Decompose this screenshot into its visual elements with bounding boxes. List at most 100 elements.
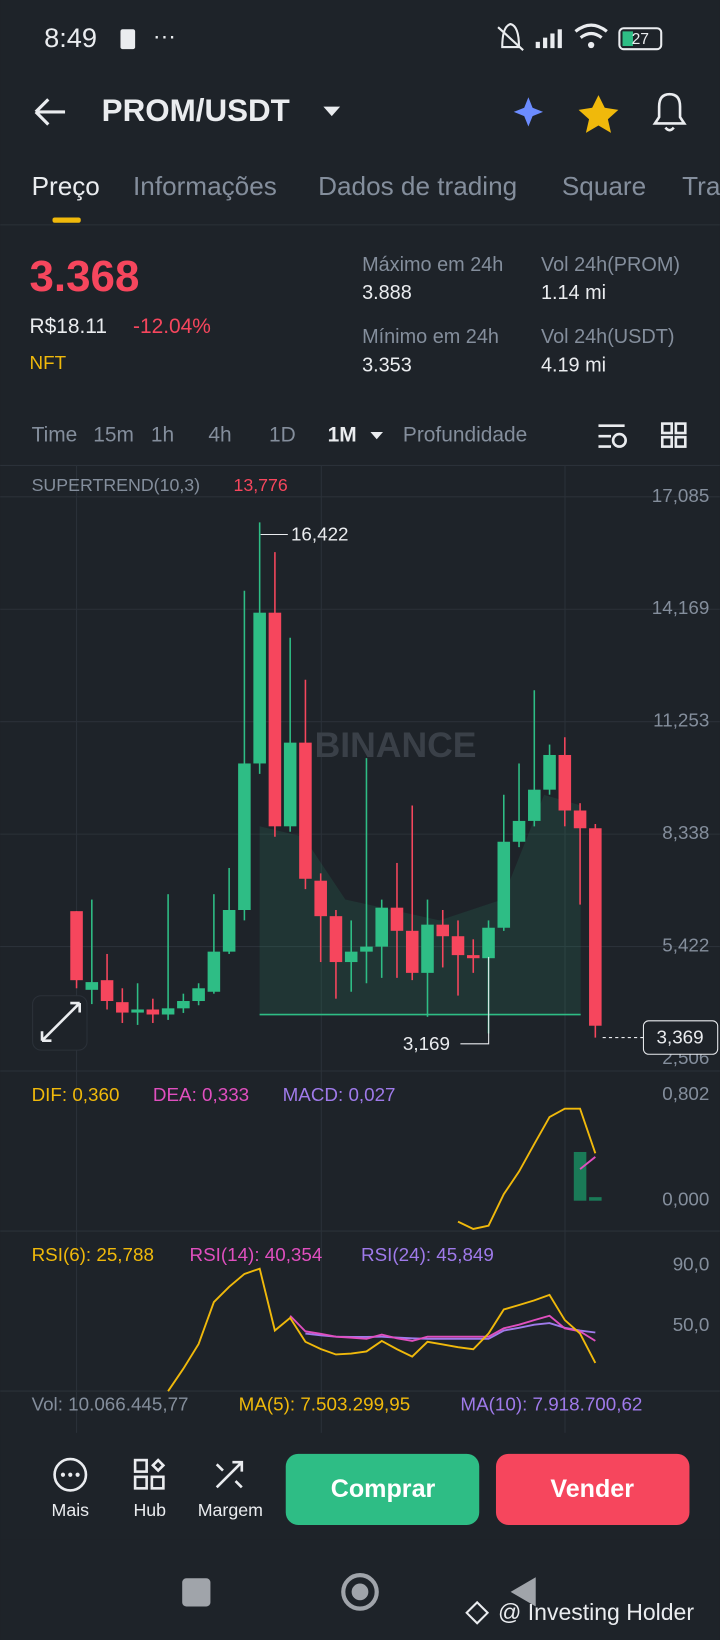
tab[interactable]: Preço xyxy=(32,171,100,201)
battery-text: 27 xyxy=(632,31,649,48)
fiat-price: R$18.11 xyxy=(29,315,107,338)
nav-icons[interactable] xyxy=(53,1457,244,1492)
ma5-label: MA(5): 7.503.299,95 xyxy=(239,1394,411,1415)
candle-body xyxy=(314,880,327,917)
dea-line xyxy=(579,1156,596,1170)
candle-body xyxy=(390,907,404,931)
stat-value: 4.19 mi xyxy=(541,354,606,376)
candle-body xyxy=(589,828,602,1026)
logo xyxy=(465,1600,490,1625)
back-nav[interactable] xyxy=(510,1577,536,1607)
candle-body xyxy=(436,924,450,937)
stat-label: Vol 24h(USDT) xyxy=(541,326,675,348)
candle-body xyxy=(131,1009,144,1013)
buy-button[interactable] xyxy=(285,1453,480,1525)
candle-body xyxy=(299,742,312,879)
icon xyxy=(120,29,136,50)
stat-value: 3.888 xyxy=(362,282,412,304)
macd-label: MACD: 0,027 xyxy=(283,1084,396,1105)
candle-body xyxy=(283,742,297,827)
last-price-label: 3,369 xyxy=(657,1027,704,1048)
candle-body xyxy=(405,930,419,973)
candle-body xyxy=(238,763,251,910)
back-button[interactable] xyxy=(34,98,66,126)
battery-level xyxy=(622,31,633,47)
y-tick-label: 17,085 xyxy=(652,485,710,506)
candle-body xyxy=(482,927,495,959)
candle-body xyxy=(161,1008,175,1015)
settings-button[interactable] xyxy=(598,424,627,448)
ai-button[interactable] xyxy=(513,97,544,127)
dropdown-icon[interactable] xyxy=(370,431,384,440)
candle-body xyxy=(100,980,114,1002)
candle-body xyxy=(421,924,434,973)
favorite-button[interactable] xyxy=(578,95,619,133)
low-label: 3,169 xyxy=(403,1033,450,1054)
interval[interactable]: 1h xyxy=(151,424,174,447)
candle-body xyxy=(512,820,526,842)
volume-label: Vol: 10.066.445,77 xyxy=(32,1394,189,1415)
candle-body xyxy=(268,612,282,827)
sell-label[interactable]: Vender xyxy=(550,1475,634,1503)
interval[interactable]: 4h xyxy=(208,424,231,447)
rsi24-label: RSI(24): 45,849 xyxy=(361,1244,494,1265)
sell-button[interactable] xyxy=(495,1453,690,1525)
last-price: 3.368 xyxy=(29,252,139,301)
interval[interactable]: Time xyxy=(32,424,78,447)
dea-label: DEA: 0,333 xyxy=(153,1084,249,1105)
y-tick-label: 14,169 xyxy=(652,597,710,618)
indicator-value: 13,776 xyxy=(233,475,287,495)
tab[interactable]: Tra xyxy=(682,171,720,201)
candle-body xyxy=(192,988,205,1002)
home-button[interactable] xyxy=(351,1583,369,1601)
candle-body xyxy=(375,907,388,947)
tab[interactable]: Informações xyxy=(133,171,277,201)
icon[interactable] xyxy=(40,1001,82,1042)
candle-body xyxy=(344,951,358,963)
interval[interactable]: 1D xyxy=(269,424,296,447)
y-tick-label: 90,0 xyxy=(673,1254,710,1275)
candle-body xyxy=(329,916,343,963)
tab[interactable]: Square xyxy=(562,171,646,201)
dif-line xyxy=(457,1107,597,1230)
nav-label[interactable]: Mais xyxy=(52,1500,90,1520)
icon: ··· xyxy=(153,23,176,49)
candle-body xyxy=(177,1001,190,1009)
signal xyxy=(535,29,562,49)
watermark: BINANCE xyxy=(315,725,477,765)
interval[interactable]: 1M xyxy=(328,424,357,447)
home-button[interactable] xyxy=(341,1573,379,1611)
pair-title[interactable]: PROM/USDT xyxy=(102,93,290,128)
tab[interactable]: Dados de trading xyxy=(318,171,517,201)
y-tick-label: 8,338 xyxy=(662,822,709,843)
interval[interactable]: Profundidade xyxy=(403,424,527,447)
macd-bar xyxy=(589,1197,602,1201)
stat-label: Máximo em 24h xyxy=(362,254,503,276)
high-label: 16,422 xyxy=(291,523,349,544)
candle-body xyxy=(222,909,236,952)
buy-label[interactable]: Comprar xyxy=(331,1475,436,1503)
y-tick-label: 0,802 xyxy=(662,1083,709,1104)
stat-value: 1.14 mi xyxy=(541,282,606,304)
candle-body xyxy=(558,754,572,811)
rsi6-line xyxy=(167,1267,597,1392)
wifi xyxy=(588,41,595,49)
candle-body xyxy=(360,946,373,952)
candle-body xyxy=(528,789,541,821)
alert-button[interactable] xyxy=(652,92,687,132)
indicator-label: SUPERTREND(10,3) xyxy=(32,475,201,495)
nav-label[interactable]: Hub xyxy=(133,1500,166,1520)
y-tick-label: 5,422 xyxy=(662,935,709,956)
y-tick-label: 0,000 xyxy=(662,1189,709,1210)
rsi6-label: RSI(6): 25,788 xyxy=(32,1244,154,1265)
label-line xyxy=(460,957,490,1045)
nav-label[interactable]: Margem xyxy=(198,1500,263,1520)
layout-button[interactable] xyxy=(660,422,687,448)
home-button[interactable] xyxy=(182,1578,211,1607)
candle-body xyxy=(466,955,480,959)
interval[interactable]: 15m xyxy=(93,424,134,447)
dropdown-icon[interactable] xyxy=(323,106,341,117)
candle-body xyxy=(573,810,587,829)
